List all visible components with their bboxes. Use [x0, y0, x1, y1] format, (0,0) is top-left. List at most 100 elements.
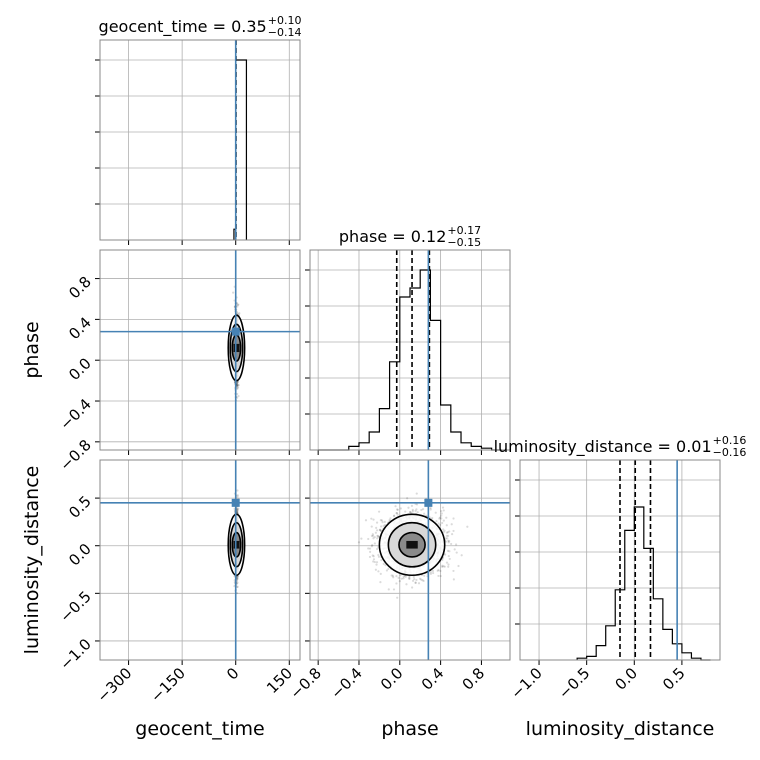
- panel-luminosity_distance-vs-phase: −0.8 −0.4 0.0 0.4 0.8: [286, 459, 511, 703]
- sample-point: [432, 571, 435, 575]
- sample-point: [398, 580, 401, 583]
- sample-point: [375, 521, 379, 524]
- sample-point: [447, 534, 450, 537]
- sample-point: [446, 537, 449, 540]
- sample-point: [372, 537, 375, 540]
- sample-point: [368, 547, 372, 550]
- sample-point: [448, 530, 451, 533]
- sample-point: [429, 506, 432, 510]
- sample-point: [437, 568, 440, 572]
- sample-point: [442, 565, 445, 568]
- sample-point: [448, 557, 451, 561]
- sample-point: [452, 578, 455, 581]
- scatter-phase_vs_geocent_time: [100, 250, 300, 450]
- sample-point: [417, 582, 421, 585]
- panel-frame: [519, 459, 721, 661]
- sample-point: [444, 553, 447, 556]
- sample-point: [414, 581, 417, 585]
- sample-point: [372, 555, 375, 558]
- panel-background: [100, 40, 300, 240]
- sample-point: [236, 386, 240, 389]
- sample-point: [370, 545, 374, 548]
- sample-point: [447, 541, 450, 544]
- sample-point: [439, 574, 442, 578]
- sample-point: [415, 492, 418, 495]
- sample-point: [460, 554, 463, 557]
- sample-point: [237, 384, 240, 387]
- sample-point: [441, 564, 444, 567]
- sample-point: [439, 569, 442, 573]
- sample-point: [236, 383, 239, 387]
- sample-point: [236, 489, 239, 492]
- sample-point: [374, 531, 378, 534]
- sample-point: [421, 579, 424, 582]
- sample-point: [377, 570, 380, 573]
- sample-point: [452, 529, 455, 533]
- sample-point: [237, 394, 240, 398]
- truth-marker: [424, 498, 433, 507]
- scatter-luminosity_distance_vs_geocent_time: [100, 460, 300, 660]
- sample-point: [438, 517, 441, 520]
- diag-panel-phase: [305, 249, 511, 455]
- sample-point: [411, 510, 414, 513]
- sample-point: [415, 508, 418, 511]
- sample-point: [408, 577, 411, 580]
- sample-point: [408, 576, 411, 579]
- sample-point: [238, 312, 241, 315]
- sample-point: [357, 541, 361, 544]
- sample-point: [436, 569, 439, 572]
- sample-point: [450, 523, 453, 526]
- sample-point: [236, 305, 239, 308]
- sample-point: [448, 550, 451, 553]
- sample-point: [236, 575, 239, 578]
- sample-point: [429, 572, 432, 575]
- sample-point: [448, 540, 451, 543]
- sample-point: [396, 596, 399, 599]
- sample-point: [395, 582, 398, 585]
- sample-point: [441, 506, 445, 509]
- sample-point: [236, 384, 239, 387]
- sample-point: [379, 529, 383, 532]
- sample-point: [434, 511, 437, 514]
- truth-marker: [231, 327, 240, 336]
- sample-point: [377, 553, 380, 557]
- sample-point: [383, 520, 386, 523]
- sample-point: [378, 528, 382, 531]
- sample-point: [447, 563, 450, 566]
- sample-point: [382, 562, 385, 565]
- sample-point: [376, 529, 379, 532]
- sample-point: [439, 516, 442, 519]
- sample-point: [375, 561, 379, 564]
- sample-point: [457, 564, 460, 568]
- sample-point: [442, 519, 445, 522]
- sample-point: [379, 529, 382, 532]
- sample-point: [367, 547, 370, 550]
- sample-point: [236, 511, 239, 514]
- sample-point: [236, 577, 239, 581]
- sample-point: [396, 508, 399, 511]
- sample-point: [388, 518, 391, 522]
- sample-point: [370, 517, 373, 520]
- sample-point: [418, 577, 422, 580]
- sample-point: [447, 539, 450, 542]
- sample-point: [441, 558, 444, 562]
- sample-point: [446, 531, 449, 534]
- sample-point: [371, 543, 374, 547]
- sample-point: [442, 509, 445, 512]
- sample-point: [373, 560, 376, 564]
- sample-point: [373, 535, 376, 539]
- sample-point: [232, 291, 235, 294]
- sample-point: [450, 542, 453, 546]
- sample-point: [372, 534, 375, 537]
- panel-frame: [309, 459, 511, 661]
- sample-point: [385, 569, 389, 572]
- sample-point: [236, 303, 239, 307]
- sample-point: [408, 577, 411, 580]
- sample-point: [392, 588, 396, 591]
- sample-point: [400, 577, 403, 580]
- sample-point: [373, 542, 376, 545]
- truth-marker: [231, 498, 240, 507]
- sample-point: [372, 518, 375, 521]
- sample-point: [397, 576, 400, 579]
